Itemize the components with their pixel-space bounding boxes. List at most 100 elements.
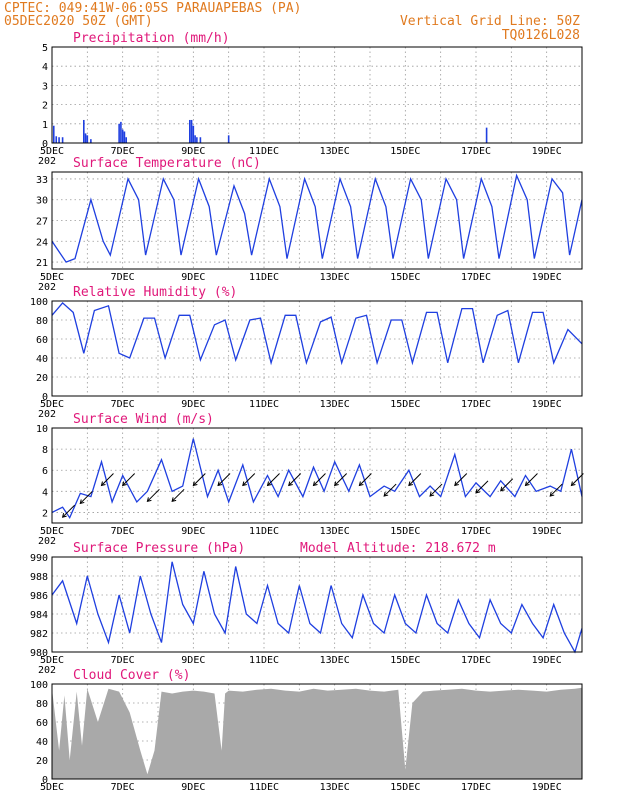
x-tick-label: 19DEC — [532, 146, 562, 157]
y-tick-label: 3 — [42, 81, 48, 92]
precip-bar — [189, 119, 191, 143]
x-tick-label: 19DEC — [532, 782, 562, 793]
wind-arrow-head — [79, 499, 85, 505]
y-tick-label: 10 — [36, 424, 48, 435]
precip-bar — [120, 121, 122, 143]
wind-arrow-head — [333, 481, 339, 487]
y-tick-label: 990 — [30, 553, 48, 564]
y-tick-label: 21 — [36, 258, 48, 269]
x-tick-label: 11DEC — [249, 526, 279, 537]
year-label-fragment: 202 — [38, 156, 56, 167]
x-tick-label: 19DEC — [532, 526, 562, 537]
x-tick-label: 9DEC — [181, 526, 205, 537]
wind-arrow — [454, 473, 468, 486]
x-tick-label: 15DEC — [390, 272, 420, 283]
year-label-fragment: 202 — [38, 665, 56, 676]
x-tick-label: 13DEC — [320, 146, 350, 157]
y-tick-label: 4 — [42, 62, 48, 73]
precip-bar — [86, 135, 89, 143]
year-label-fragment: 202 — [38, 282, 56, 293]
x-tick-label: 5DEC — [40, 272, 64, 283]
wind-arrow — [383, 483, 397, 497]
press-frame — [51, 556, 583, 653]
wind-arrow — [192, 473, 206, 486]
wind-arrow — [147, 488, 160, 502]
wind-arrow — [242, 473, 256, 486]
y-tick-label: 0 — [42, 775, 48, 786]
precip-bar — [227, 135, 230, 143]
x-tick-label: 9DEC — [181, 146, 205, 157]
precip-bar — [55, 136, 58, 143]
x-tick-label: 13DEC — [320, 272, 350, 283]
wind-arrow — [571, 473, 584, 486]
wind-arrow-head — [61, 513, 67, 518]
x-tick-label: 11DEC — [249, 399, 279, 410]
press-series-line — [51, 561, 583, 654]
y-tick-label: 980 — [30, 648, 48, 659]
precip-bar — [123, 131, 126, 143]
wind-arrow-head — [549, 491, 555, 497]
cloud-frame — [51, 683, 583, 780]
wind-arrow — [500, 478, 514, 492]
y-tick-label: 30 — [36, 196, 48, 207]
wind-arrow — [525, 473, 538, 486]
x-tick-label: 17DEC — [461, 399, 491, 410]
precip-bar — [61, 137, 64, 143]
y-tick-label: 100 — [30, 680, 48, 691]
precip-bar — [90, 139, 92, 143]
wind-arrow-head — [217, 481, 223, 487]
x-tick-label: 15DEC — [390, 146, 420, 157]
y-tick-label: 984 — [30, 610, 48, 621]
wind-arrow-head — [475, 488, 481, 494]
y-tick-label: 4 — [42, 487, 48, 498]
precip-bar — [485, 127, 488, 143]
wind-arrow-head — [266, 481, 272, 487]
wind-arrow-head — [100, 481, 106, 487]
precip-bar — [83, 119, 85, 143]
x-tick-label: 13DEC — [320, 399, 350, 410]
y-tick-label: 24 — [36, 237, 48, 248]
x-tick-label: 15DEC — [390, 782, 420, 793]
temp-title: Surface Temperature (nC) — [73, 156, 261, 171]
press-panel: 980 982 984 986 988 990 5DEC 7DEC 9DEC 11DEC 13DEC… — [30, 541, 583, 676]
x-tick-label: 19DEC — [532, 399, 562, 410]
precip-panel: 0 1 2 3 4 5 5DEC 7DEC 9DEC 11DEC 13DEC 15DEC 17DEC 19… — [38, 31, 583, 167]
precip-bar — [192, 125, 195, 143]
temp-panel: 21 24 27 30 33 5DEC 7DEC 9DEC 11DEC 13DEC 15DEC 17D… — [36, 156, 583, 293]
temp-series-line — [51, 173, 583, 263]
wind-arrow — [408, 473, 422, 486]
panels: 0 1 2 3 4 5 5DEC 7DEC 9DEC 11DEC 13DEC 15DEC 17DEC 19… — [30, 31, 584, 793]
header-date: 05DEC2020 50Z (GMT) — [4, 14, 153, 29]
wind-series-line — [51, 438, 583, 520]
wind-arrow — [313, 473, 326, 486]
x-tick-label: 19DEC — [532, 655, 562, 666]
wind-title: Surface Wind (m/s) — [73, 412, 214, 427]
y-tick-label: 0 — [42, 392, 48, 403]
wind-arrow — [288, 473, 302, 486]
wind-arrow-head — [242, 481, 247, 487]
x-tick-label: 7DEC — [111, 272, 135, 283]
wind-arrow — [101, 473, 114, 486]
precip-bar — [194, 135, 196, 143]
wind-arrow-head — [146, 497, 152, 503]
x-tick-label: 5DEC — [40, 399, 64, 410]
x-tick-label: 7DEC — [111, 655, 135, 666]
rh-series-line — [51, 301, 583, 366]
y-tick-label: 5 — [42, 43, 48, 54]
x-tick-label: 9DEC — [181, 782, 205, 793]
wind-arrow-head — [500, 486, 505, 492]
x-tick-label: 7DEC — [111, 146, 135, 157]
wind-arrow — [171, 488, 185, 502]
x-tick-label: 9DEC — [181, 399, 205, 410]
y-tick-label: 80 — [36, 316, 48, 327]
x-tick-label: 11DEC — [249, 146, 279, 157]
precip-bar — [118, 123, 120, 143]
precip-bar — [199, 137, 202, 143]
wind-arrow-head — [192, 481, 198, 487]
wind-arrow-head — [358, 481, 364, 487]
rh-title: Relative Humidity (%) — [73, 285, 237, 300]
x-tick-label: 7DEC — [111, 782, 135, 793]
wind-arrow-head — [288, 481, 293, 487]
y-tick-label: 2 — [42, 101, 48, 112]
